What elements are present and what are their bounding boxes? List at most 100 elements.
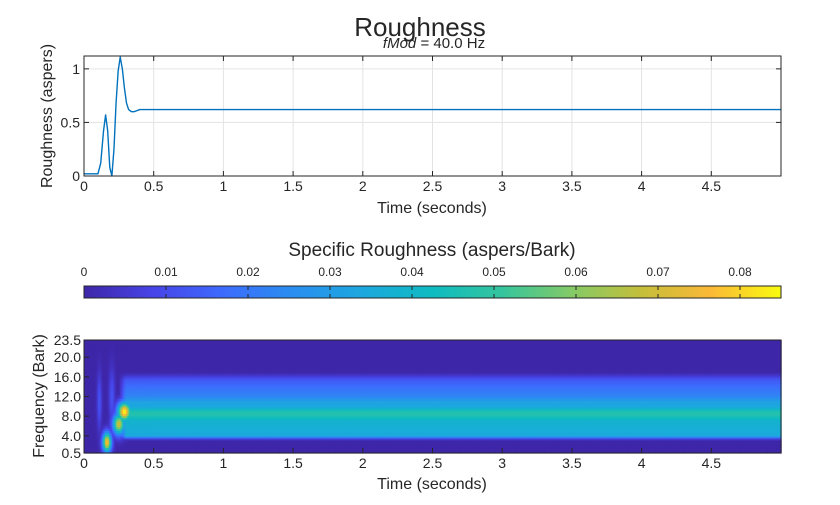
heatmap-cell [121,388,124,392]
heatmap-cell [110,434,113,437]
heatmap-cell [502,377,517,381]
heatmap-cell [209,392,224,396]
heatmap-cell [96,447,99,450]
heatmap-cell [152,430,155,433]
heatmap-cell [195,356,211,360]
heatmap-cell [117,400,120,403]
heatmap-cell [134,373,137,377]
heatmap-cell [95,370,98,373]
heatmap-cell [93,430,96,433]
heatmap-cell [725,443,740,447]
heatmap-cell [544,381,559,384]
heatmap-cell [488,392,503,396]
heatmap-cell [530,451,545,454]
heatmap-cell [153,381,169,384]
heatmap-cell [111,451,114,454]
heatmap-cell [376,441,392,445]
heatmap-cell [195,436,211,439]
heatmap-cell [104,419,107,422]
heatmap-cell [432,381,448,384]
heatmap-cell [111,445,114,448]
heatmap-cell [767,398,782,401]
heatmap-cell [121,370,124,373]
heatmap-cell [655,434,671,437]
heatmap-cell [516,366,531,369]
heatmap-cell [599,385,615,388]
heatmap-cell [89,405,92,409]
heatmap-cell [109,443,112,447]
heatmap-cell [571,417,587,420]
heatmap-cell [502,366,517,369]
line-chart-x-tick-label: 0.5 [144,178,164,194]
heatmap-cell [153,368,169,371]
heatmap-cell [131,372,134,375]
heatmap-cell [307,358,322,362]
heatmap-cell [97,413,100,416]
heatmap-cell [90,377,93,381]
heatmap-cell [627,411,643,415]
heatmap-cell [655,402,671,405]
heatmap-cell [141,375,144,379]
heatmap-cell [116,422,119,426]
heatmap-cell [113,424,116,428]
heatmap-cell [502,449,517,452]
heatmap-cell [116,443,119,447]
heatmap-cell [585,388,601,392]
heatmap-cell [753,388,768,392]
heatmap-cell [446,358,461,362]
heatmap-cell [86,392,89,396]
heatmap-cell [181,419,197,422]
heatmap-cell [138,417,141,420]
heatmap-cell [106,434,109,437]
heatmap-cell [613,394,629,398]
heatmap-cell [148,400,151,403]
heatmap-cell [739,432,754,435]
heatmap-cell [130,428,132,431]
heatmap-cell [627,441,643,445]
heatmap-cell [669,356,685,360]
heatmap-cell [114,407,117,411]
heatmap-cell [150,390,153,394]
heatmap-cell [265,449,280,452]
heatmap-cell [88,411,91,415]
heatmap-cell [84,387,86,390]
heatmap-cell [150,366,153,369]
heatmap-cell [120,364,123,367]
heatmap-cell [641,441,657,445]
heatmap-cell [95,404,98,407]
heatmap-cell [120,375,123,379]
heatmap-cell [627,436,643,439]
heatmap-cell [106,420,109,424]
heatmap-cell [767,449,782,452]
heatmap-cell [655,375,671,379]
heatmap-cell [474,437,489,441]
heatmap-cell [739,372,754,375]
heatmap-cell [697,360,712,364]
heatmap-cell [117,445,120,448]
heatmap-cell [96,398,99,401]
heatmap-cell [142,388,145,392]
heatmap-cell [516,434,531,437]
heatmap-cell [114,390,117,394]
heatmap-cell [334,426,350,430]
heatmap-cell [135,405,138,409]
heatmap-cell [223,422,238,426]
heatmap-cell [432,388,448,392]
heatmap-cell [120,368,123,371]
heatmap-cell [265,381,280,384]
heatmap-cell [376,413,392,416]
heatmap-cell [376,388,392,392]
heatmap-cell [655,432,671,435]
heatmap-cell [118,370,121,373]
heatmap-cell [711,370,726,373]
heatmap-cell [136,385,139,388]
heatmap-cell [460,424,475,428]
heatmap-cell [95,413,98,416]
heatmap-cell [85,358,88,362]
heatmap-cell [89,432,92,435]
heatmap-cell [123,392,126,396]
heatmap-cell [93,402,96,405]
heatmap-cell [116,424,119,428]
heatmap-cell [132,424,135,428]
heatmap-cell [139,437,142,441]
